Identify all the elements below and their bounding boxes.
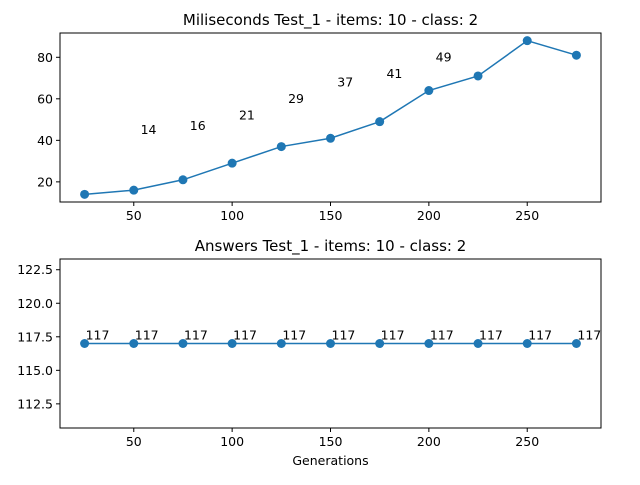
x-tick-label: 250 [515, 434, 539, 449]
x-tick-label: 50 [126, 208, 142, 223]
data-label: 49 [436, 49, 452, 64]
data-label: 117 [184, 328, 208, 343]
data-label: 117 [577, 328, 601, 343]
data-point [276, 142, 286, 152]
data-label: 117 [528, 328, 552, 343]
x-tick-label: 100 [220, 434, 244, 449]
y-tick-label: 112.5 [17, 396, 53, 411]
data-label: 117 [479, 328, 503, 343]
data-point [276, 339, 286, 348]
data-point [424, 86, 434, 96]
data-point [424, 339, 434, 348]
y-tick-label: 40 [37, 133, 53, 148]
data-label: 117 [135, 328, 159, 343]
chart-title: Answers Test_1 - items: 10 - class: 2 [195, 237, 467, 256]
data-label: 117 [233, 328, 257, 343]
y-tick-label: 122.5 [17, 262, 53, 277]
data-label: 16 [190, 118, 206, 133]
x-tick-label: 250 [515, 208, 539, 223]
data-point [129, 339, 139, 348]
data-label: 117 [332, 328, 356, 343]
y-tick-label: 117.5 [17, 329, 53, 344]
data-point [326, 339, 335, 348]
data-point [375, 339, 385, 348]
chart-panel-1: Miliseconds Test_1 - items: 10 - class: … [37, 11, 602, 223]
y-tick-label: 115.0 [17, 363, 53, 378]
data-label: 21 [239, 108, 255, 123]
data-label: 117 [381, 328, 405, 343]
data-label: 117 [86, 328, 110, 343]
data-label: 41 [386, 66, 402, 81]
y-tick-label: 20 [37, 174, 53, 189]
data-point [473, 71, 483, 81]
data-point [473, 339, 483, 348]
data-point [227, 158, 237, 168]
x-tick-label: 150 [319, 208, 343, 223]
chart-panel-2: Answers Test_1 - items: 10 - class: 2 50 1… [17, 237, 602, 468]
x-tick-label: 200 [417, 434, 441, 449]
x-tick-label: 50 [126, 434, 142, 449]
data-label: 29 [288, 91, 304, 106]
data-label: 14 [141, 122, 157, 137]
data-point [522, 36, 532, 46]
data-point [178, 175, 188, 185]
data-point [80, 189, 90, 199]
chart-title: Miliseconds Test_1 - items: 10 - class: … [183, 11, 478, 30]
x-axis-label: Generations [292, 453, 368, 468]
axes-frame [59, 32, 602, 203]
data-point [178, 339, 188, 348]
y-tick-label: 80 [37, 50, 53, 65]
x-tick-label: 100 [220, 208, 244, 223]
data-point [571, 339, 581, 348]
data-point [227, 339, 237, 348]
data-point [80, 339, 90, 348]
data-label: 117 [430, 328, 454, 343]
x-tick-label: 150 [319, 434, 343, 449]
data-label: 117 [282, 328, 306, 343]
data-point [375, 117, 385, 127]
data-label: 37 [337, 74, 353, 89]
data-point [571, 50, 581, 60]
data-point [522, 339, 532, 348]
x-tick-label: 200 [417, 208, 441, 223]
data-point [326, 133, 335, 143]
y-tick-label: 60 [37, 91, 53, 106]
y-tick-label: 120.0 [17, 296, 53, 311]
data-point [129, 185, 139, 195]
series-line [84, 39, 577, 196]
